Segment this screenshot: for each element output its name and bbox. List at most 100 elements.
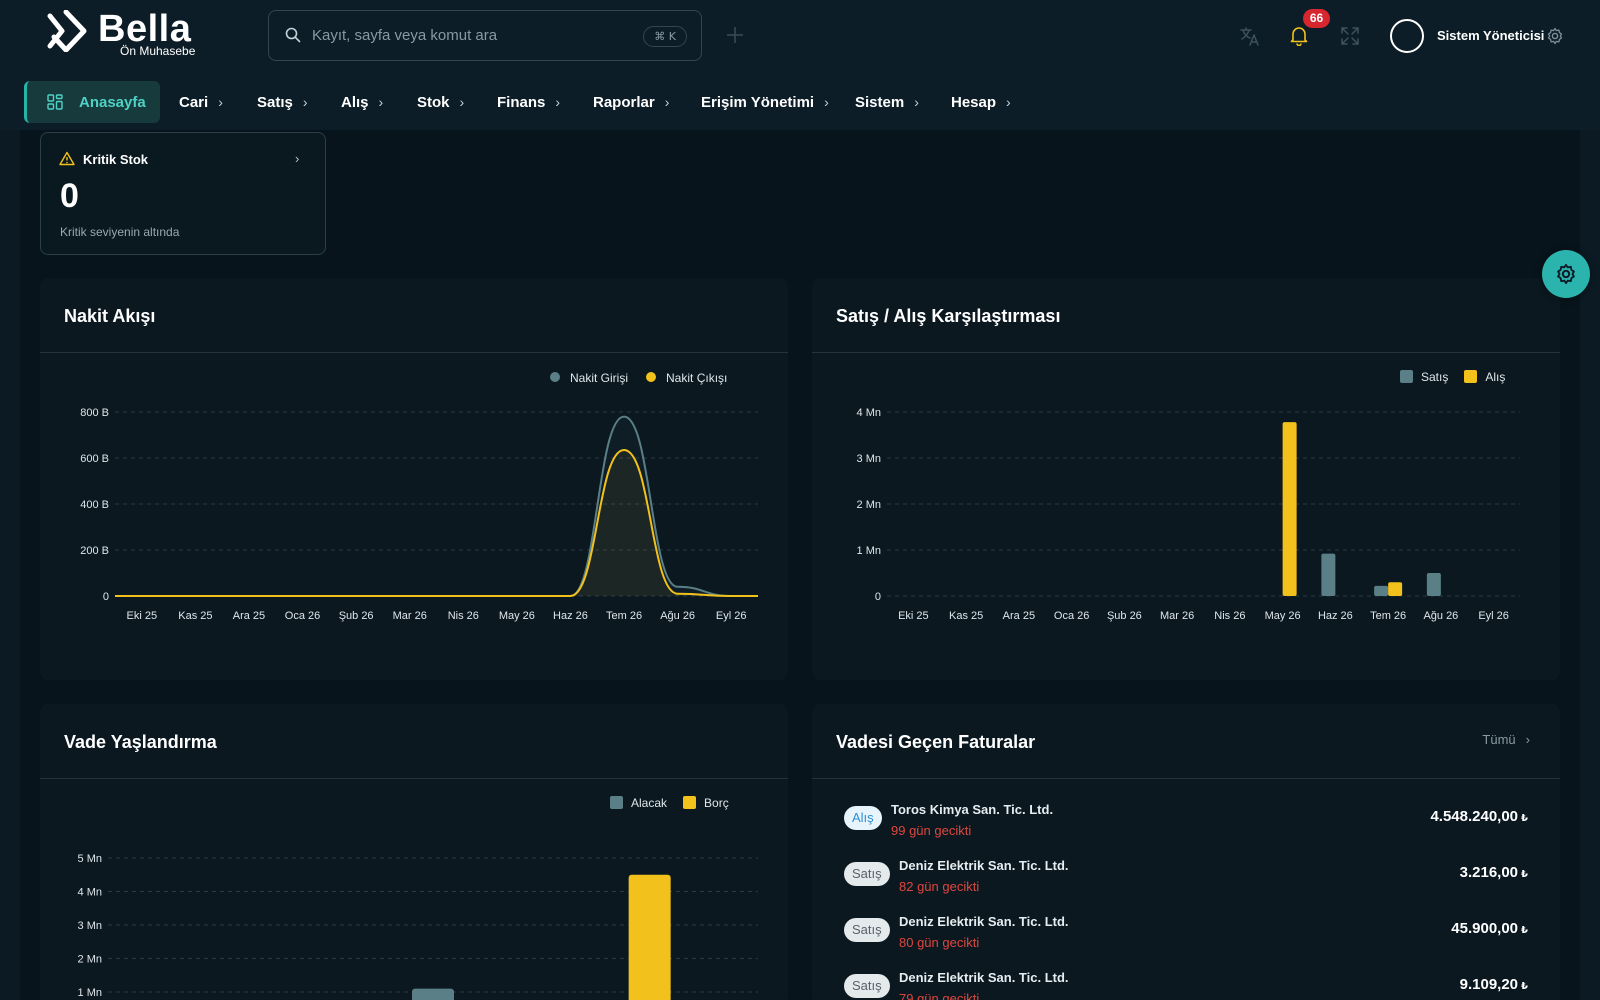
translate-icon[interactable]	[1239, 25, 1261, 47]
invoice-late: 99 gün gecikti	[891, 823, 972, 838]
nav-item-hesap[interactable]: Hesap ›	[951, 94, 1011, 111]
vade-yaslandirma-chart[interactable]: 1 Mn 2 Mn 3 Mn 4 Mn 5 Mn	[40, 704, 788, 1000]
invoice-amount: 9.109,20 ₺	[1460, 976, 1528, 993]
logo-name: Bella	[98, 8, 192, 50]
user-menu[interactable]: Sistem Yöneticisi	[1382, 15, 1570, 57]
legend-swatch	[1464, 370, 1478, 383]
y-tick-label: 1 Mn	[78, 987, 102, 999]
panel-title: Vade Yaşlandırma	[64, 732, 217, 752]
x-tick-label: Ağu 26	[1423, 610, 1458, 622]
search-icon	[285, 27, 301, 43]
invoice-type-badge: Satış	[844, 918, 890, 942]
chevron-right-icon: ›	[378, 94, 384, 110]
x-tick-label: Ara 25	[1003, 610, 1035, 622]
bar	[1426, 573, 1441, 596]
x-tick-label: Haz 26	[553, 610, 588, 622]
x-tick-label: May 26	[1265, 610, 1301, 622]
user-name: Sistem Yöneticisi	[1437, 28, 1545, 43]
gear-icon[interactable]	[1546, 27, 1564, 45]
nav-home-label: Anasayfa	[79, 94, 146, 111]
currency-symbol: ₺	[1521, 813, 1528, 824]
amount-value: 45.900,00	[1451, 920, 1519, 937]
main-nav: Anasayfa Cari › Satış › Alış › Stok › Finans…	[0, 72, 1600, 130]
search-input[interactable]: Kayıt, sayfa veya komut ara ⌘ K	[268, 10, 702, 61]
invoice-late: 82 gün gecikti	[899, 879, 980, 894]
nav-item-anasayfa[interactable]: Anasayfa	[24, 81, 160, 123]
y-tick-label: 5 Mn	[78, 853, 102, 865]
x-tick-label: Nis 26	[1214, 610, 1245, 622]
chart-legend: Nakit Girişi Nakit Çıkışı	[548, 370, 727, 385]
settings-fab[interactable]	[1542, 250, 1590, 298]
nav-item-label: Erişim Yönetimi	[701, 94, 815, 111]
chevron-right-icon: ›	[295, 151, 300, 166]
x-tick-label: Ağu 26	[660, 610, 695, 622]
invoice-amount: 45.900,00 ₺	[1451, 920, 1528, 937]
series-area	[115, 416, 758, 596]
legend-label[interactable]: Nakit Çıkışı	[666, 371, 728, 385]
chevron-right-icon: ›	[664, 94, 670, 110]
y-tick-label: 3 Mn	[78, 920, 102, 932]
vade-yaslandirma-panel: Vade Yaşlandırma Alacak Borç 1 Mn 2 Mn 3 Mn…	[40, 704, 788, 1000]
nav-item-stok[interactable]: Stok ›	[417, 94, 464, 111]
bar	[1321, 553, 1336, 596]
amount-value: 9.109,20	[1459, 976, 1519, 993]
nav-item-raporlar[interactable]: Raporlar ›	[593, 94, 669, 111]
nav-item-cari[interactable]: Cari ›	[179, 94, 223, 111]
logo-mark-icon	[47, 10, 87, 52]
nav-item-alis[interactable]: Alış ›	[341, 94, 383, 111]
kritik-stok-card[interactable]: Kritik Stok › 0 Kritik seviyenin altında	[40, 132, 326, 255]
panel-title: Nakit Akışı	[64, 306, 156, 326]
kritik-stok-subtitle: Kritik seviyenin altında	[60, 225, 180, 239]
y-tick-label: 3 Mn	[857, 453, 881, 465]
nav-item-label: Sistem	[855, 94, 905, 111]
nav-item-finans[interactable]: Finans ›	[497, 94, 560, 111]
nav-item-label: Stok	[417, 94, 450, 111]
chevron-right-icon: ›	[1525, 732, 1530, 747]
invoice-company: Deniz Elektrik San. Tic. Ltd.	[899, 914, 1069, 929]
x-tick-label: Haz 26	[1318, 610, 1353, 622]
y-tick-label: 4 Mn	[857, 407, 881, 419]
legend-label[interactable]: Borç	[704, 796, 729, 810]
invoice-row[interactable]: Satış Deniz Elektrik San. Tic. Ltd. 79 g…	[812, 960, 1560, 1000]
nav-item-label: Alış	[341, 94, 369, 111]
invoice-row[interactable]: Satış Deniz Elektrik San. Tic. Ltd. 80 g…	[812, 904, 1560, 960]
legend-label[interactable]: Nakit Girişi	[570, 371, 629, 385]
divider	[40, 352, 788, 353]
fullscreen-icon[interactable]	[1340, 26, 1360, 46]
satis-alis-chart[interactable]: 0 1 Mn 2 Mn 3 Mn 4 Mn Eki 25 Kas 25 Ara 25 Oca 2…	[812, 278, 1560, 680]
legend-swatch	[1400, 370, 1413, 383]
invoice-late: 80 gün gecikti	[899, 935, 980, 950]
series-area	[115, 449, 758, 596]
y-tick-label: 800 B	[80, 407, 109, 419]
app-logo[interactable]: Bella Ön Muhasebe	[46, 8, 216, 60]
nav-item-label: Raporlar	[593, 94, 655, 111]
invoice-row[interactable]: Alış Toros Kimya San. Tic. Ltd. 99 gün g…	[812, 792, 1560, 848]
nav-item-erisim-yonetimi[interactable]: Erişim Yönetimi ›	[701, 94, 829, 111]
amount-value: 4.548.240,00	[1430, 808, 1519, 825]
tumu-link[interactable]: Tümü ›	[1482, 732, 1530, 747]
legend-swatch	[610, 796, 623, 809]
y-tick-label: 2 Mn	[857, 499, 881, 511]
dashboard-icon	[47, 94, 63, 110]
invoice-row[interactable]: Satış Deniz Elektrik San. Tic. Ltd. 82 g…	[812, 848, 1560, 904]
legend-label[interactable]: Satış	[1421, 370, 1449, 384]
bar	[1388, 582, 1403, 596]
nav-item-satis[interactable]: Satış ›	[257, 94, 308, 111]
bell-icon[interactable]	[1290, 26, 1308, 46]
vadesi-gecen-faturalar-panel: Vadesi Geçen Faturalar Tümü › Alış Toros …	[812, 704, 1560, 1000]
nakit-akisi-panel: Nakit Akışı Nakit Girişi Nakit Çıkışı 0 20…	[40, 278, 788, 680]
dashboard-content: Kritik Stok › 0 Kritik seviyenin altında…	[20, 130, 1580, 1000]
x-tick-label: Nis 26	[448, 610, 479, 622]
search-placeholder: Kayıt, sayfa veya komut ara	[312, 27, 498, 44]
x-tick-label: Şub 26	[1107, 610, 1142, 622]
nav-item-sistem[interactable]: Sistem ›	[855, 94, 919, 111]
chart-legend: Alacak Borç	[610, 796, 729, 810]
plus-icon[interactable]	[724, 24, 746, 46]
legend-label[interactable]: Alacak	[631, 796, 668, 810]
y-tick-label: 0	[875, 591, 881, 603]
nakit-akisi-chart[interactable]: 0 200 B 400 B 600 B 800 B Eki 25 Kas 25 Ara 25 O…	[40, 278, 788, 680]
legend-label[interactable]: Alış	[1485, 370, 1506, 384]
x-tick-label: Mar 26	[393, 610, 427, 622]
x-tick-label: Oca 26	[285, 610, 320, 622]
x-tick-label: Tem 26	[1370, 610, 1406, 622]
